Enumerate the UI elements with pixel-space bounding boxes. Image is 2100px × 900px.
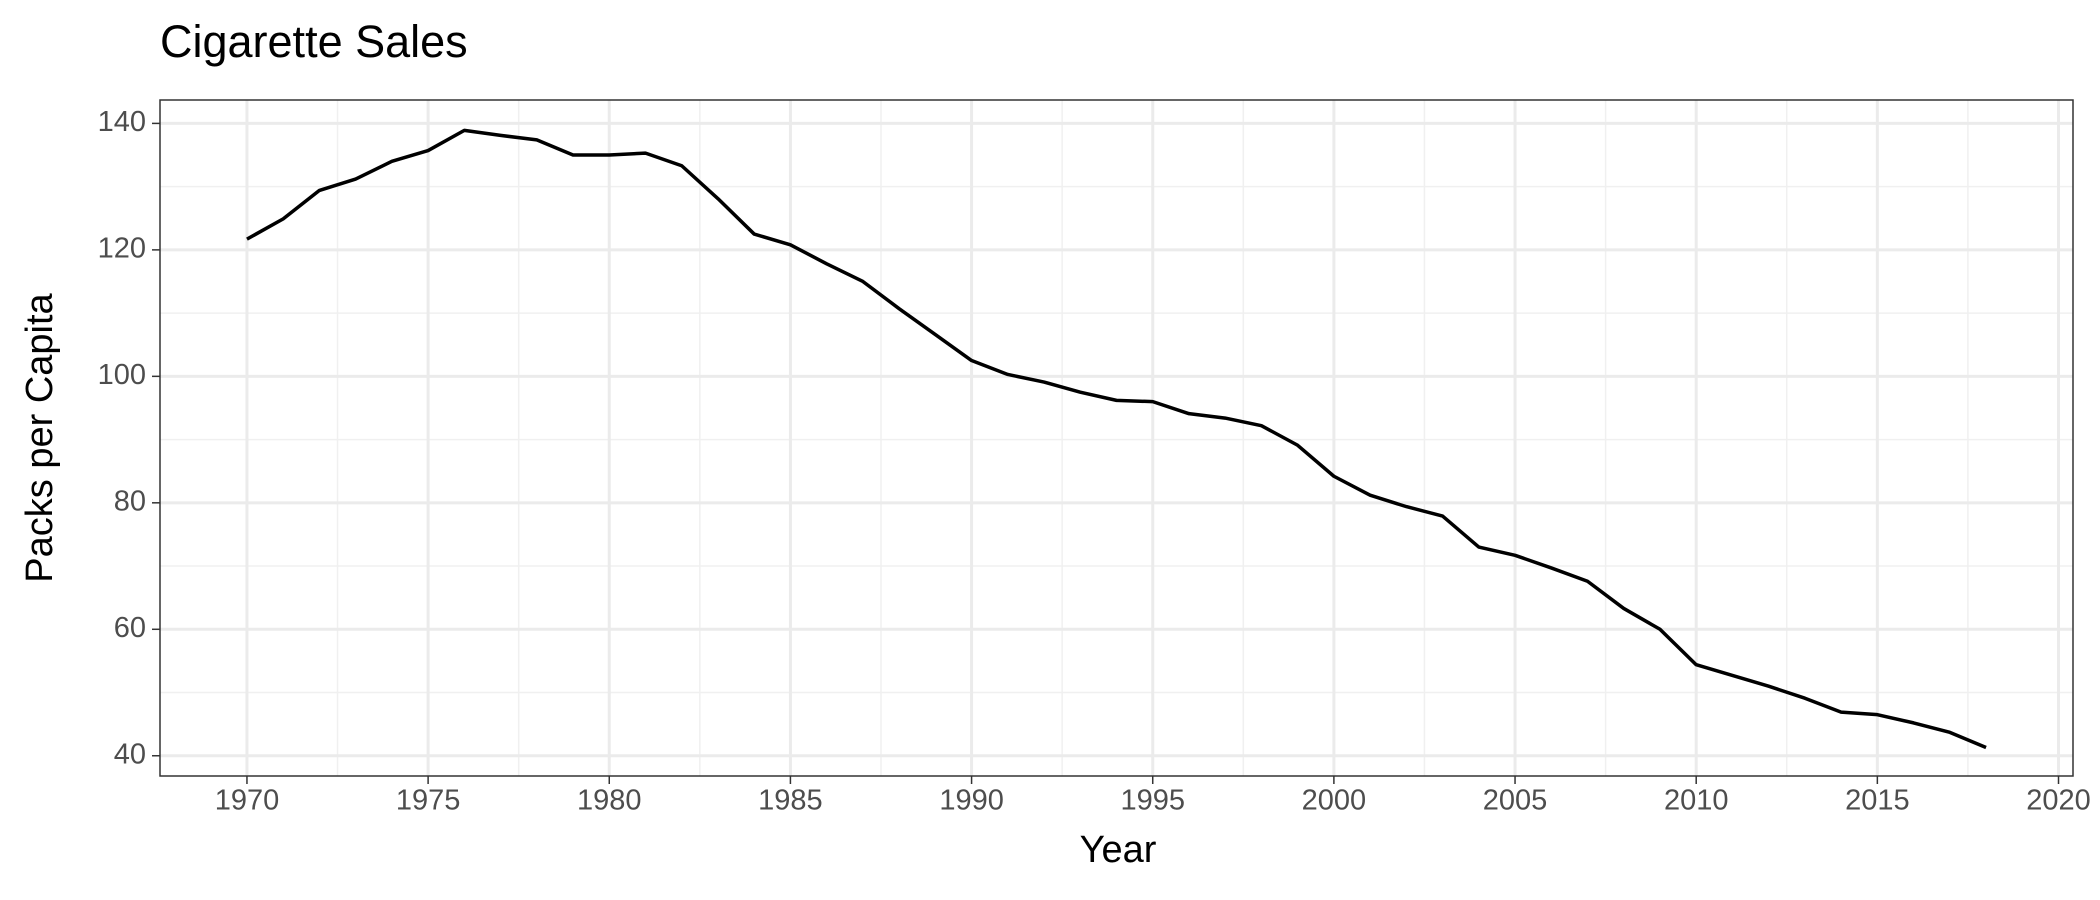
chart-title: Cigarette Sales	[160, 16, 468, 67]
plot-border	[159, 99, 2074, 777]
x-tick-label: 1985	[758, 785, 823, 817]
grid	[160, 100, 2073, 776]
x-tick-label: 2005	[1483, 785, 1548, 817]
x-axis-title: Year	[1080, 829, 1157, 871]
y-tick-label: 80	[114, 485, 146, 517]
x-tick-label: 1990	[939, 785, 1004, 817]
x-tick-label: 1995	[1120, 785, 1185, 817]
x-tick-label: 2010	[1664, 785, 1729, 817]
y-tick-label: 140	[98, 106, 146, 138]
y-tick-label: 100	[98, 359, 146, 391]
x-tick-label: 1980	[577, 785, 642, 817]
x-tick-label: 1975	[396, 785, 461, 817]
x-tick-label: 1970	[215, 785, 280, 817]
plot	[246, 128, 1987, 750]
x-tick-label: 2000	[1302, 785, 1367, 817]
y-tick-label: 60	[114, 612, 146, 644]
data-line	[246, 128, 1987, 750]
plot-background	[160, 100, 2073, 776]
x-tick-label: 2015	[1845, 785, 1910, 817]
x-tick-label: 2020	[2026, 785, 2091, 817]
y-tick-label: 40	[114, 738, 146, 770]
y-tick-label: 120	[98, 233, 146, 265]
y-axis-title: Packs per Capita	[19, 292, 61, 582]
